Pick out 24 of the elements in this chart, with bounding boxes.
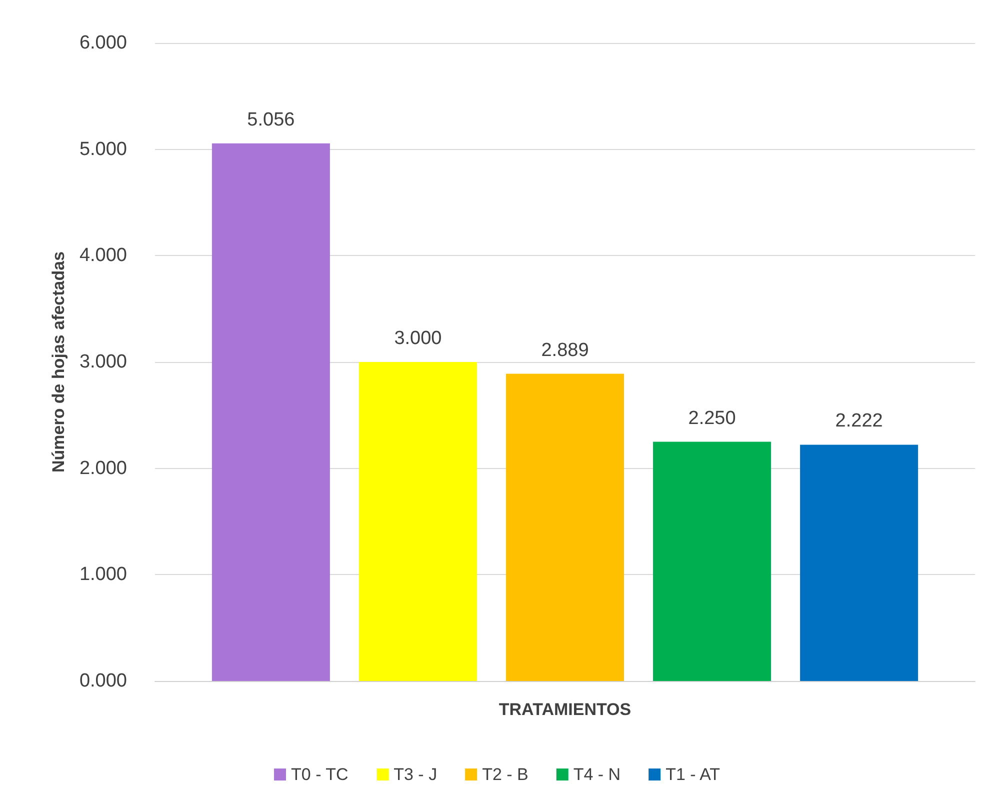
y-tick-label: 3.000 [79,352,127,372]
y-axis-title: Número de hojas afectadas [49,251,68,473]
legend-label: T2 - B [482,765,528,784]
legend-label: T1 - AT [666,765,720,784]
bar [358,362,477,681]
data-label: 5.056 [247,109,295,130]
legend-label: T0 - TC [291,765,348,784]
legend-label: T4 - N [573,765,621,784]
y-tick-label: 1.000 [79,564,127,586]
bar [800,444,918,681]
y-tick-label: 4.000 [79,245,127,266]
data-label: 2.250 [688,408,736,429]
data-label: 2.222 [835,410,883,432]
x-axis-title: TRATAMIENTOS [498,700,632,719]
data-label: 2.889 [541,340,589,361]
y-tick-label: 2.000 [79,458,127,479]
data-label: 3.000 [394,328,442,349]
y-tick-label: 5.000 [79,138,127,160]
y-tick-label: 0.000 [79,670,127,692]
bar [212,143,330,681]
legend-label: T3 - J [394,765,438,784]
y-tick-label: 6.000 [79,32,127,54]
bar [653,442,772,681]
bar [506,374,624,681]
